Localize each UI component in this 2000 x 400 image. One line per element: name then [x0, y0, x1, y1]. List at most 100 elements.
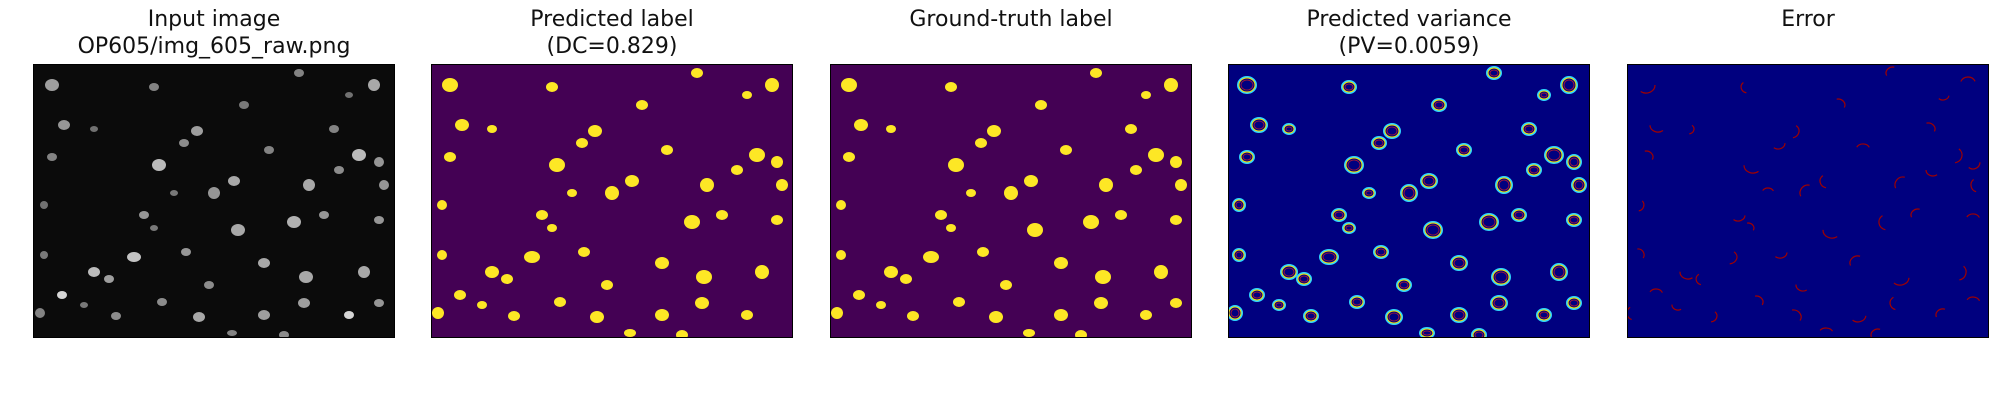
nucleus — [45, 79, 59, 91]
variance-ring — [1384, 124, 1400, 138]
title-line-2: (DC=0.829) — [546, 34, 678, 59]
title-line-2: Ground-truth label — [909, 7, 1113, 32]
nucleus-mask — [676, 330, 688, 337]
variance-ring — [1349, 295, 1365, 309]
nucleus-mask — [432, 307, 444, 319]
nucleus — [90, 126, 98, 132]
variance-ring — [1419, 327, 1435, 337]
variance-ring — [1388, 312, 1400, 322]
variance-ring — [1242, 153, 1252, 161]
variance-ring — [1230, 308, 1240, 318]
variance-ring — [1341, 80, 1357, 94]
nucleus-mask — [749, 148, 765, 162]
nucleus-mask — [977, 247, 989, 257]
nucleus — [374, 216, 384, 224]
nucleus — [264, 146, 274, 154]
nucleus-mask — [1164, 78, 1178, 92]
variance-ring — [1544, 146, 1564, 164]
nucleus-mask — [1027, 223, 1043, 237]
nucleus-mask — [884, 266, 898, 278]
variance-ring — [1303, 309, 1319, 323]
error-arc — [1740, 82, 1747, 94]
variance-ring — [1238, 77, 1256, 93]
predicted-label-image — [431, 64, 793, 338]
error-arc — [1925, 169, 1938, 177]
variance-ring — [1251, 118, 1267, 132]
nucleus-mask — [843, 152, 855, 162]
nucleus-mask — [946, 224, 956, 232]
variance-ring — [1283, 124, 1295, 134]
nucleus-mask — [1170, 298, 1182, 308]
nucleus-mask — [588, 125, 602, 137]
variance-ring — [1297, 273, 1311, 285]
variance-ring — [1459, 146, 1469, 154]
variance-ring — [1421, 174, 1437, 188]
error-arc — [1792, 309, 1802, 321]
nucleus — [294, 69, 304, 77]
nucleus-mask — [549, 158, 565, 172]
nucleus — [149, 83, 159, 91]
nucleus — [334, 166, 344, 174]
background — [831, 65, 1191, 337]
predicted-label-canvas — [432, 65, 792, 337]
error-arc — [1970, 179, 1977, 193]
nucleus-mask — [1054, 257, 1068, 269]
error-arc — [1938, 95, 1950, 101]
nucleus-mask — [771, 215, 783, 225]
variance-ring — [1386, 126, 1398, 136]
variance-ring — [1275, 302, 1283, 308]
variance-ring — [1563, 79, 1575, 91]
error-arc — [1870, 328, 1881, 337]
variance-ring — [1374, 246, 1388, 258]
variance-ring — [1376, 248, 1386, 256]
nucleus-mask — [1141, 91, 1151, 99]
nucleus-mask — [836, 250, 846, 260]
variance-ring — [1480, 214, 1498, 230]
error-arc — [1649, 125, 1664, 133]
variance-ring — [1422, 330, 1432, 336]
variance-ring — [1423, 221, 1443, 239]
nucleus — [104, 275, 114, 283]
title-line-2: Error — [1781, 7, 1835, 32]
variance-ring — [1567, 155, 1581, 169]
variance-ring — [1539, 311, 1549, 319]
nucleus — [228, 176, 240, 186]
nucleus-mask — [625, 175, 639, 187]
variance-ring — [1561, 77, 1577, 93]
title-line-2: (PV=0.0059) — [1338, 34, 1480, 59]
nucleus-mask — [945, 82, 957, 92]
variance-ring — [1553, 266, 1565, 278]
variance-ring — [1306, 312, 1316, 320]
error-arc — [1959, 265, 1967, 281]
title-line-1: Predicted label — [530, 7, 694, 32]
nucleus-mask — [731, 165, 743, 175]
variance-ring — [1342, 81, 1356, 93]
variance-ring — [1232, 198, 1246, 212]
error-arc — [1710, 311, 1718, 323]
nucleus — [299, 271, 313, 283]
variance-ring — [1403, 187, 1415, 199]
error-arc — [1935, 308, 1946, 318]
variance-ring — [1252, 291, 1262, 299]
error-arc — [1966, 296, 1981, 302]
nucleus-mask — [655, 257, 669, 269]
nucleus-mask — [590, 311, 604, 323]
error-arc — [1644, 150, 1654, 160]
nucleus — [258, 310, 270, 320]
variance-ring — [1240, 79, 1254, 91]
nucleus — [170, 190, 178, 196]
predicted-variance-canvas — [1229, 65, 1589, 337]
variance-ring — [1400, 184, 1418, 202]
error-arc — [1762, 187, 1774, 192]
variance-ring — [1363, 188, 1375, 198]
nucleus — [35, 308, 45, 318]
nucleus-mask — [854, 119, 868, 131]
error-arc — [1799, 184, 1810, 197]
variance-ring — [1560, 76, 1578, 94]
nucleus-mask — [935, 210, 947, 220]
variance-ring — [1322, 252, 1336, 262]
nucleus-mask — [1148, 148, 1164, 162]
variance-ring — [1342, 222, 1356, 234]
variance-ring — [1345, 157, 1363, 173]
error-arc — [1822, 229, 1838, 239]
